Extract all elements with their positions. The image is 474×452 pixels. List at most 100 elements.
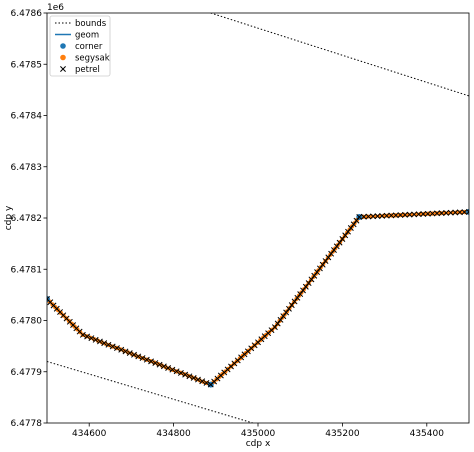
- y-axis-ticks: 6.4778 6.4779 6.4780 6.4781 6.4782 6.4783 6.47…: [11, 9, 47, 429]
- petrel-stroke: [66, 318, 73, 325]
- petrel-point-12: [84, 333, 91, 340]
- point-series: [47, 208, 469, 388]
- petrel-stroke: [383, 212, 390, 219]
- petrel-stroke: [411, 211, 418, 218]
- segysak-point-115: [401, 212, 407, 218]
- petrel-stroke: [76, 328, 83, 335]
- petrel-point-97: [388, 212, 395, 219]
- petrel-point-81: [331, 247, 337, 253]
- petrel-stroke: [277, 316, 284, 323]
- petrel-point-101: [406, 211, 413, 218]
- petrel-stroke: [370, 213, 376, 220]
- petrel-stroke: [143, 356, 150, 363]
- petrel-stroke: [388, 212, 395, 219]
- petrel-stroke: [434, 210, 440, 217]
- petrel-stroke: [156, 361, 163, 368]
- petrel-stroke: [291, 298, 298, 305]
- petrel-stroke: [392, 212, 399, 219]
- petrel-stroke: [331, 247, 337, 253]
- petrel-stroke: [336, 239, 343, 246]
- petrel-stroke: [429, 210, 436, 217]
- petrel-stroke: [339, 236, 346, 242]
- petrel-stroke: [101, 340, 108, 347]
- petrel-stroke: [328, 250, 335, 257]
- x-tick-label: 434800: [156, 429, 191, 439]
- petrel-stroke: [379, 212, 386, 219]
- petrel-point-11: [79, 331, 86, 338]
- petrel-point-86: [345, 228, 351, 235]
- petrel-point-37: [190, 374, 197, 381]
- petrel-point-64: [283, 309, 290, 316]
- petrel-point-13: [88, 335, 95, 342]
- petrel-stroke: [466, 208, 469, 213]
- petrel-stroke: [173, 368, 180, 375]
- petrel-stroke: [135, 353, 142, 360]
- petrel-point-25: [139, 355, 146, 362]
- petrel-point-69: [297, 291, 304, 298]
- petrel-point-15: [96, 338, 103, 345]
- petrel-point-38: [194, 376, 201, 383]
- petrel-stroke: [305, 280, 312, 287]
- petrel-point-67: [291, 298, 298, 305]
- bounds-series: [47, 13, 469, 423]
- segysak-point-120: [422, 211, 427, 217]
- petrel-point-18: [109, 343, 116, 350]
- petrel-point-30: [160, 363, 167, 370]
- petrel-point-22: [126, 350, 133, 357]
- petrel-stroke: [365, 213, 372, 220]
- corner-point-0: [47, 295, 50, 302]
- legend-item-corner: corner: [60, 42, 103, 52]
- petrel-stroke: [126, 350, 133, 357]
- y-tick-label: 6.4778: [11, 419, 43, 429]
- petrel-stroke: [316, 265, 323, 272]
- legend-box: [49, 15, 111, 77]
- petrel-point-35: [182, 371, 189, 378]
- petrel-stroke: [452, 209, 459, 216]
- petrel-stroke: [360, 213, 367, 220]
- petrel-stroke: [152, 360, 159, 366]
- geom-line: [47, 211, 469, 386]
- petrel-stroke: [353, 217, 360, 224]
- petrel-stroke: [199, 378, 206, 385]
- petrel-point-98: [392, 212, 399, 219]
- petrel-point-65: [285, 305, 292, 312]
- petrel-stroke: [57, 309, 63, 315]
- petrel-point-112: [456, 209, 463, 216]
- petrel-point-27: [148, 358, 155, 365]
- petrel-point-109: [443, 209, 450, 216]
- petrel-stroke: [190, 374, 197, 381]
- petrel-stroke: [345, 228, 351, 235]
- petrel-stroke: [308, 276, 315, 283]
- petrel-stroke: [186, 373, 193, 380]
- y-tick-label: 6.4780: [11, 317, 43, 327]
- petrel-stroke: [177, 370, 184, 376]
- petrel-stroke: [302, 283, 309, 290]
- legend-label: bounds: [75, 19, 107, 29]
- petrel-point-113: [461, 209, 468, 216]
- petrel-point-23: [131, 351, 137, 358]
- petrel-stroke: [424, 210, 431, 217]
- petrel-point-68: [294, 294, 301, 301]
- petrel-point-20: [118, 346, 125, 353]
- petrel-point-91: [360, 213, 367, 220]
- petrel-stroke: [139, 355, 146, 362]
- petrel-stroke: [374, 213, 381, 220]
- petrel-stroke: [294, 294, 301, 301]
- petrel-point-106: [429, 210, 436, 217]
- petrel-point-21: [122, 348, 129, 355]
- petrel-stroke: [300, 287, 306, 294]
- petrel-point-87: [347, 225, 354, 231]
- legend-label: segysak: [75, 54, 110, 64]
- petrel-point-19: [114, 345, 120, 352]
- petrel-point-111: [452, 209, 459, 216]
- y-tick-label: 6.4784: [11, 112, 43, 122]
- petrel-point-88: [350, 221, 357, 228]
- petrel-point-90: [356, 214, 363, 220]
- petrel-stroke: [297, 291, 304, 298]
- petrel-point-96: [383, 212, 390, 219]
- petrel-point-103: [415, 211, 422, 218]
- petrel-point-24: [135, 353, 142, 360]
- petrel-stroke: [288, 302, 295, 309]
